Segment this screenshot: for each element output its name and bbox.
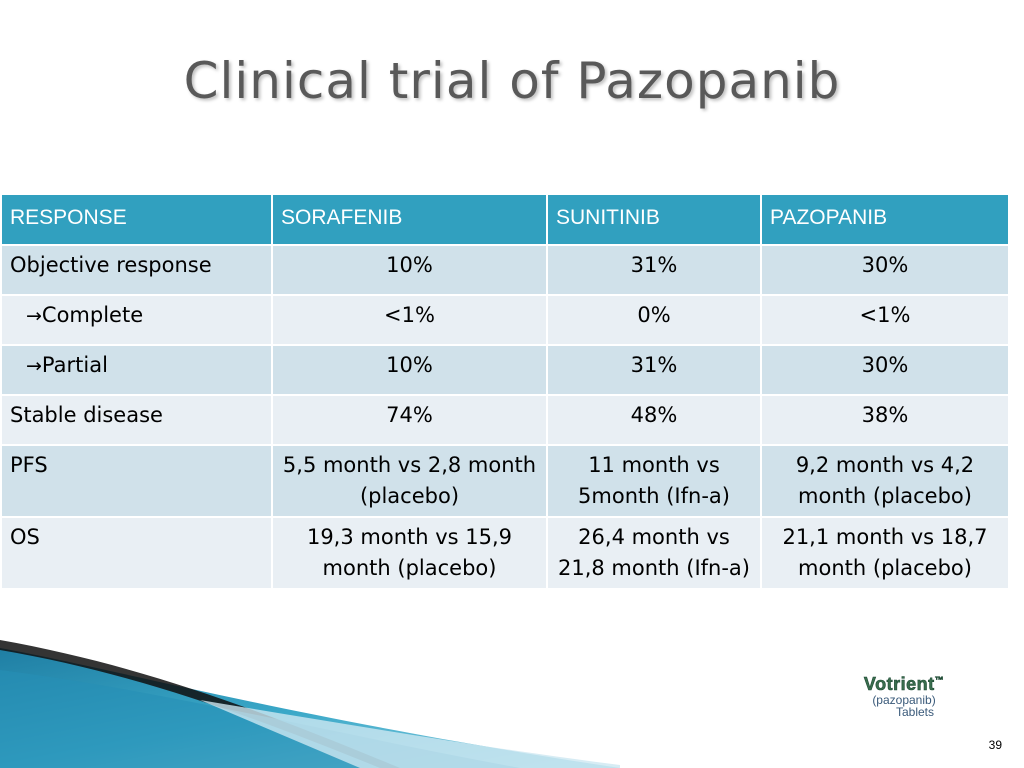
table-cell: 9,2 month vs 4,2 month (placebo) [760, 444, 1010, 518]
slide-title: Clinical trial of Pazopanib [183, 52, 841, 110]
table-cell: <1% [271, 294, 548, 346]
row-label-cell: →Partial [0, 344, 273, 396]
table-cell: 31% [546, 244, 762, 296]
table-cell: 38% [760, 394, 1010, 446]
table-cell: 30% [760, 244, 1010, 296]
row-label: Stable disease [0, 394, 273, 446]
table-cell: 74% [271, 394, 548, 446]
logo-tablets: Tablets [895, 705, 935, 719]
header-pazopanib: PAZOPANIB [760, 193, 1010, 246]
table-row: →Partial 10% 31% 30% [0, 344, 1010, 396]
arrow-right-icon: → [26, 355, 42, 377]
table-row: OS 19,3 month vs 15,9 month (placebo) 26… [0, 516, 1010, 590]
row-label: Complete [41, 303, 144, 327]
header-sunitinib: SUNITINIB [546, 193, 762, 246]
logo-brand: Votrient™ [863, 674, 945, 694]
row-label: PFS [0, 444, 273, 518]
logo-subtitle: (pazopanib) [872, 693, 936, 707]
trial-table: RESPONSE SORAFENIB SUNITINIB PAZOPANIB O… [0, 193, 1010, 590]
table-cell: 21,1 month vs 18,7 month (placebo) [760, 516, 1010, 590]
votrient-logo: Votrient™ (pazopanib) Tablets [852, 675, 956, 725]
decorative-swoosh [0, 640, 620, 768]
arrow-right-icon: → [26, 305, 42, 327]
row-label: OS [0, 516, 273, 590]
table-row: PFS 5,5 month vs 2,8 month (placebo) 11 … [0, 444, 1010, 518]
table-row: →Complete <1% 0% <1% [0, 294, 1010, 346]
table-cell: 31% [546, 344, 762, 396]
row-label: Partial [41, 353, 108, 377]
table-cell: 26,4 month vs 21,8 month (Ifn-a) [546, 516, 762, 590]
row-label: Objective response [0, 244, 273, 296]
table-cell: <1% [760, 294, 1010, 346]
table-row: Stable disease 74% 48% 38% [0, 394, 1010, 446]
header-response: RESPONSE [0, 193, 273, 246]
row-label-cell: →Complete [0, 294, 273, 346]
table-cell: 0% [546, 294, 762, 346]
table-cell: 19,3 month vs 15,9 month (placebo) [271, 516, 548, 590]
table-header-row: RESPONSE SORAFENIB SUNITINIB PAZOPANIB [0, 193, 1010, 246]
page-number: 39 [988, 738, 1002, 752]
table-cell: 10% [271, 244, 548, 296]
header-sorafenib: SORAFENIB [271, 193, 548, 246]
table-row: Objective response 10% 31% 30% [0, 244, 1010, 296]
table-cell: 10% [271, 344, 548, 396]
table-cell: 11 month vs 5month (Ifn-a) [546, 444, 762, 518]
table-cell: 48% [546, 394, 762, 446]
table-cell: 5,5 month vs 2,8 month (placebo) [271, 444, 548, 518]
table-cell: 30% [760, 344, 1010, 396]
